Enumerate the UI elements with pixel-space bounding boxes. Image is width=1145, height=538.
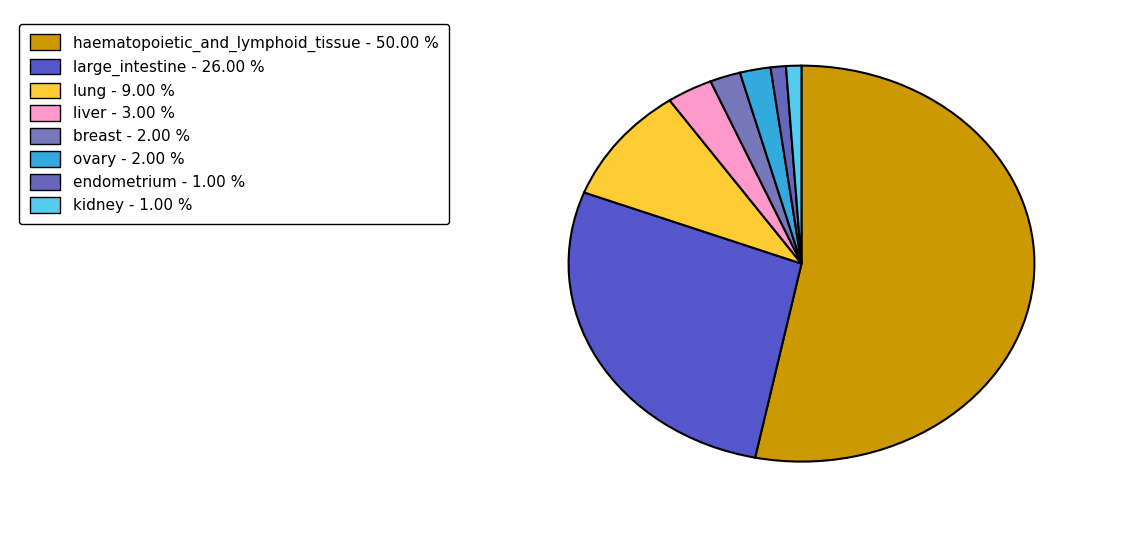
Wedge shape <box>711 73 801 264</box>
Wedge shape <box>755 66 1034 462</box>
Wedge shape <box>584 101 802 264</box>
Wedge shape <box>569 193 801 458</box>
Wedge shape <box>785 66 801 264</box>
Wedge shape <box>771 66 801 264</box>
Legend: haematopoietic_and_lymphoid_tissue - 50.00 %, large_intestine - 26.00 %, lung - : haematopoietic_and_lymphoid_tissue - 50.… <box>19 24 449 224</box>
Wedge shape <box>670 81 801 264</box>
Wedge shape <box>740 67 802 264</box>
